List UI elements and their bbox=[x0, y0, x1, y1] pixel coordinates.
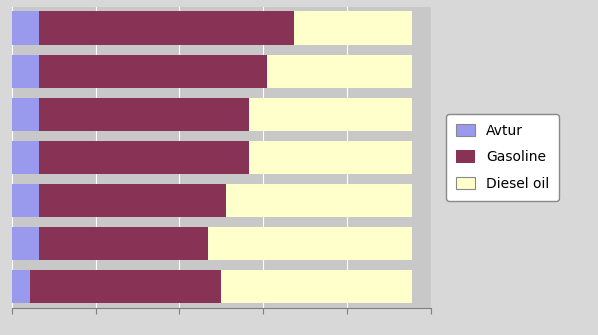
Bar bbox=[12, 11, 39, 45]
Bar bbox=[39, 11, 294, 45]
Bar bbox=[12, 270, 30, 304]
Bar bbox=[226, 184, 413, 217]
Bar bbox=[249, 97, 413, 131]
Bar bbox=[267, 55, 413, 88]
Bar bbox=[12, 141, 39, 174]
Bar bbox=[30, 270, 221, 304]
Bar bbox=[39, 141, 249, 174]
Bar bbox=[12, 97, 39, 131]
Bar bbox=[208, 227, 413, 260]
Bar bbox=[39, 184, 226, 217]
Bar bbox=[12, 184, 39, 217]
Bar bbox=[39, 227, 208, 260]
Bar bbox=[39, 97, 249, 131]
Legend: Avtur, Gasoline, Diesel oil: Avtur, Gasoline, Diesel oil bbox=[446, 114, 559, 201]
Bar bbox=[12, 227, 39, 260]
Bar bbox=[221, 270, 413, 304]
Bar bbox=[39, 55, 267, 88]
Bar bbox=[249, 141, 413, 174]
Bar bbox=[294, 11, 413, 45]
Bar bbox=[12, 55, 39, 88]
